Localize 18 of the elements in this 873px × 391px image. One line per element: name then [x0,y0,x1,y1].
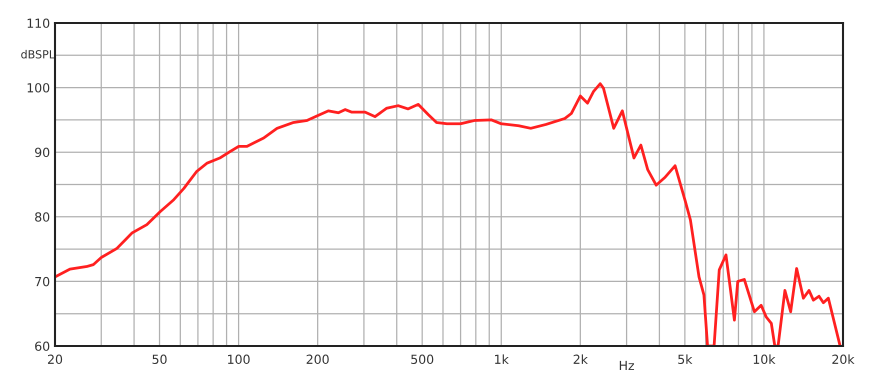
x-tick-label: 20k [832,354,855,364]
x-tick-label: 2k [574,354,588,364]
x-tick-label: 1k [495,354,509,364]
y-tick-label: 70 [35,276,50,286]
x-tick-label: 100 [228,354,250,364]
x-axis-title: Hz [620,360,634,370]
y-tick-label: 90 [35,148,50,158]
y-axis-title: dBSPL [21,50,55,59]
x-tick-label: 5k [678,354,692,364]
y-tick-label: 80 [35,212,50,222]
x-tick-label: 10k [754,354,776,364]
x-tick-label: 20 [48,354,62,364]
x-tick-label: 200 [306,354,329,364]
x-tick-label: 50 [152,354,167,364]
y-tick-label: 60 [35,341,50,351]
y-tick-label: 100 [28,83,50,93]
x-tick-label: 500 [411,354,434,364]
y-tick-label: 110 [28,18,50,28]
